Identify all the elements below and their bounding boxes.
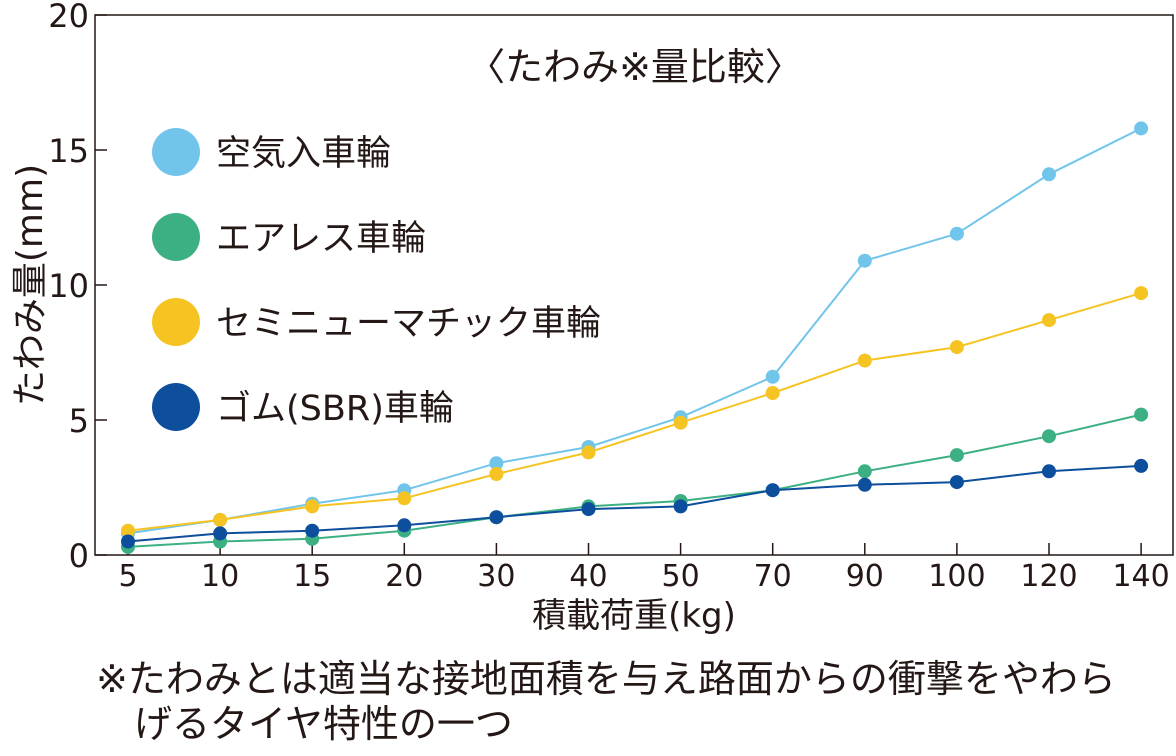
data-point (581, 445, 596, 460)
series-line (127, 413, 1142, 548)
data-point (673, 499, 688, 514)
footnote-line-1: ※たわみとは適当な接地面積を与え路面からの衝撃をやわら (96, 657, 1116, 701)
data-point (857, 477, 872, 492)
data-point (213, 512, 228, 527)
series-layer (121, 121, 1149, 554)
x-tick-label: 5 (118, 559, 137, 594)
series-group (121, 286, 1149, 538)
data-point (765, 369, 780, 384)
chart-title: 〈たわみ※量比較〉 (467, 45, 803, 89)
data-point (489, 510, 504, 525)
data-point (857, 253, 872, 268)
y-tick-label: 15 (48, 132, 89, 170)
data-point (121, 523, 135, 538)
data-point (765, 386, 780, 400)
legend-label: エアレス車輪 (216, 219, 426, 259)
y-tick-label: 20 (48, 0, 89, 35)
data-point (857, 464, 872, 479)
series-line (127, 464, 1142, 543)
legend-marker (152, 128, 200, 176)
legend-marker (152, 213, 200, 261)
legend-marker (152, 298, 200, 346)
data-point (581, 502, 596, 517)
data-point (305, 523, 320, 538)
x-tick-label: 15 (293, 559, 331, 594)
data-point (1134, 121, 1149, 136)
x-tick-label: 100 (928, 559, 985, 594)
data-point (213, 526, 228, 541)
series-line (127, 292, 1142, 532)
x-axis-label: 積載荷重(kg) (532, 596, 736, 636)
data-point (397, 518, 412, 533)
footnote-line-2: げるタイヤ特性の一つ (134, 702, 513, 746)
data-point (1134, 458, 1149, 473)
data-point (397, 491, 412, 506)
data-point (949, 475, 964, 490)
x-tick-label: 20 (385, 559, 423, 594)
data-point (949, 226, 964, 241)
x-tick-label: 90 (846, 559, 884, 594)
data-point (1134, 407, 1149, 422)
legend-label: ゴム(SBR)車輪 (216, 389, 454, 429)
x-tick-label: 10 (201, 559, 239, 594)
x-axis-ticks: 5 10 15 20 30 40 50 70 90 100 120 140 (118, 543, 1170, 594)
series-line (127, 127, 1142, 535)
series-group (121, 458, 1149, 549)
y-tick-label: 5 (69, 402, 89, 440)
data-point (305, 499, 320, 514)
x-tick-label: 30 (477, 559, 515, 594)
x-tick-label: 120 (1020, 559, 1077, 594)
data-point (949, 340, 964, 355)
data-point (949, 448, 964, 463)
legend-label: 空気入車輪 (216, 134, 391, 174)
data-point (1042, 429, 1056, 444)
data-point (489, 467, 504, 481)
y-tick-label: 0 (69, 537, 89, 575)
x-tick-label: 140 (1112, 559, 1169, 594)
y-tick-label: 10 (48, 267, 89, 305)
data-point (1134, 286, 1149, 301)
x-tick-label: 50 (662, 559, 700, 594)
data-point (489, 456, 504, 471)
data-point (673, 415, 688, 430)
data-point (121, 534, 135, 549)
plot-frame (94, 14, 1174, 556)
y-axis-ticks: 0 5 10 15 20 (48, 0, 107, 575)
x-tick-label: 70 (754, 559, 792, 594)
data-point (1042, 167, 1056, 182)
data-point (765, 483, 780, 498)
y-axis-label: たわみ量(mm) (10, 164, 51, 406)
x-tick-label: 40 (569, 559, 607, 594)
legend-marker (152, 383, 200, 431)
legend-label: セミニューマチック車輪 (216, 304, 601, 344)
data-point (857, 353, 872, 368)
data-point (1042, 464, 1056, 479)
data-point (1042, 313, 1056, 328)
